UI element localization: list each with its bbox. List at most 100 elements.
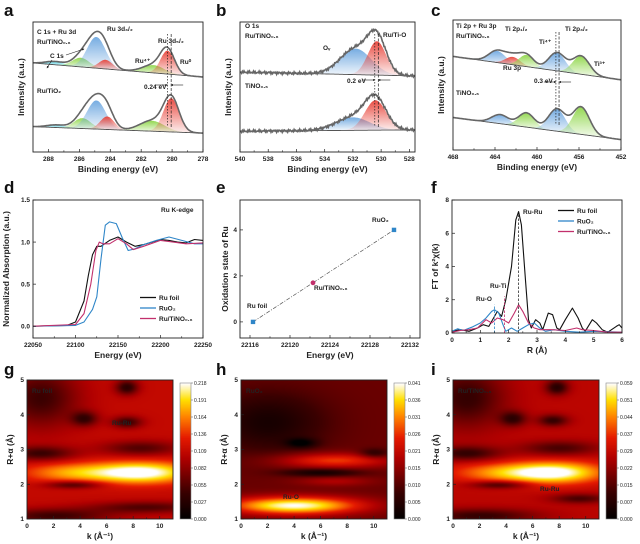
- x-tick-label: 4: [292, 523, 296, 530]
- x-tick-label: 288: [43, 156, 54, 163]
- fit-component: [66, 37, 127, 71]
- colorbar-tick-label: 0.136: [194, 432, 207, 438]
- y-tick-label: 6: [445, 230, 449, 237]
- colorbar-frame: [179, 382, 192, 520]
- colorbar-tick-label: 0.005: [408, 500, 421, 506]
- y-tick-label: 0.0: [21, 323, 30, 330]
- colorbar-tick-label: 0.051: [620, 398, 633, 404]
- x-tick-label: 3: [535, 337, 539, 344]
- x-tick-label: 534: [319, 156, 330, 163]
- point-label: Ru/TiNO₀.₆: [314, 285, 348, 292]
- fit-line: [252, 229, 395, 323]
- x-tick-label: 456: [574, 154, 585, 161]
- x-tick-label: 4: [78, 523, 82, 530]
- colorbar-tick-label: 0.007: [620, 500, 633, 506]
- x-tick-label: 452: [616, 154, 627, 161]
- fit-component: [553, 107, 608, 138]
- legend-label: Ru foil: [577, 208, 597, 215]
- y-tick-label: 4: [20, 412, 24, 419]
- x-axis-label: k (Å⁻¹): [513, 531, 539, 541]
- sample-label: Ru foil: [32, 388, 52, 395]
- annotation: 0.24 eV: [144, 84, 167, 91]
- colorbar-i: [606, 383, 617, 519]
- y-tick-label: 3: [234, 447, 238, 454]
- colorbar-tick-label: 0.000: [194, 517, 207, 523]
- y-tick-label: 4: [234, 412, 238, 419]
- annotation: 0.2 eV: [347, 78, 366, 85]
- x-tick-label: 286: [74, 156, 85, 163]
- annotation: Ru-Ru: [523, 209, 543, 216]
- colorbar-tick-label: 0.082: [194, 466, 207, 472]
- colorbar-g: [180, 383, 191, 519]
- annotation: Ru 3p: [503, 65, 521, 72]
- annotation: Ru 3d₅/₂: [158, 38, 184, 45]
- background-line: [33, 126, 204, 134]
- y-axis-label: R+α (Å): [431, 434, 441, 465]
- panel-g: [26, 379, 193, 520]
- panel-i: [452, 379, 619, 520]
- y-tick-label: 2: [233, 273, 237, 280]
- annotation: Ru⁴⁺: [135, 58, 151, 65]
- spectrum-envelope: [239, 27, 416, 79]
- annotation: C 1s + Ru 3d: [37, 29, 76, 36]
- legend-label: Ru foil: [159, 295, 179, 302]
- y-tick-label: 8: [445, 197, 449, 204]
- axes-frame: [26, 379, 174, 520]
- x-tick-label: 8: [131, 523, 135, 530]
- background-line: [452, 55, 622, 81]
- y-axis-label: R+α (Å): [219, 434, 229, 465]
- x-tick-label: 284: [105, 156, 116, 163]
- wavelet-heatmap-g: [27, 380, 173, 519]
- annotation: Oᵥ: [323, 45, 331, 52]
- series-line: [32, 221, 203, 327]
- x-axis-label: Binding energy (eV): [287, 164, 367, 174]
- c1s-arrow: [65, 48, 85, 56]
- annotation: Ru/TiO₂: [37, 88, 61, 95]
- series-line: [451, 211, 623, 333]
- spectrum-envelope: [33, 92, 203, 134]
- y-tick-label: 4: [445, 264, 449, 271]
- colorbar-tick-label: 0.010: [408, 483, 421, 489]
- x-tick-label: 22250: [194, 342, 212, 349]
- y-tick-label: 0.5: [21, 281, 30, 288]
- c1s-arrow: [46, 59, 53, 69]
- legend-label: Ru/TiNO₀.₆: [159, 316, 193, 323]
- panel-d: [32, 199, 204, 339]
- legend-label: RuO₂: [159, 306, 176, 313]
- x-tick-label: 0: [450, 337, 454, 344]
- x-axis-label: Energy (eV): [94, 350, 141, 360]
- x-tick-label: 464: [490, 154, 501, 161]
- legend-label: RuO₂: [577, 219, 594, 226]
- spectrum-envelope: [240, 92, 416, 135]
- panel-label: i: [431, 360, 436, 379]
- panel-a: [32, 21, 204, 153]
- x-tick-label: 460: [532, 154, 543, 161]
- x-axis-label: Binding energy (eV): [497, 162, 577, 172]
- x-tick-label: 280: [167, 156, 178, 163]
- x-tick-label: 0: [25, 523, 29, 530]
- x-tick-label: 4: [564, 337, 568, 344]
- colorbar-tick-label: 0.055: [194, 483, 207, 489]
- y-axis-label: Oxidation state of Ru: [220, 226, 230, 311]
- y-tick-label: 3: [20, 447, 24, 454]
- y-tick-label: 4: [446, 412, 450, 419]
- colorbar-frame: [605, 382, 618, 520]
- x-tick-label: 528: [404, 156, 415, 163]
- x-tick-label: 0: [451, 523, 455, 530]
- colorbar-h: [394, 383, 405, 519]
- annotation: Ru/TiNO₀.₆: [245, 33, 279, 40]
- colorbar-tick-label: 0.015: [408, 466, 421, 472]
- y-tick-label: 0: [233, 319, 237, 326]
- colorbar-tick-label: 0.000: [408, 517, 421, 523]
- y-axis-label: R+α (Å): [5, 434, 15, 465]
- annotation: C 1s: [50, 53, 64, 60]
- colorbar-tick-label: 0.041: [408, 381, 421, 387]
- colorbar-tick-label: 0.022: [620, 466, 633, 472]
- x-tick-label: 532: [347, 156, 358, 163]
- y-tick-label: 3: [446, 447, 450, 454]
- annotation: TiNO₀.₆: [245, 83, 268, 90]
- y-tick-label: 1.0: [21, 239, 30, 246]
- y-tick-label: 0: [445, 330, 449, 337]
- x-tick-label: 10: [156, 523, 164, 530]
- panel-c: [452, 19, 622, 151]
